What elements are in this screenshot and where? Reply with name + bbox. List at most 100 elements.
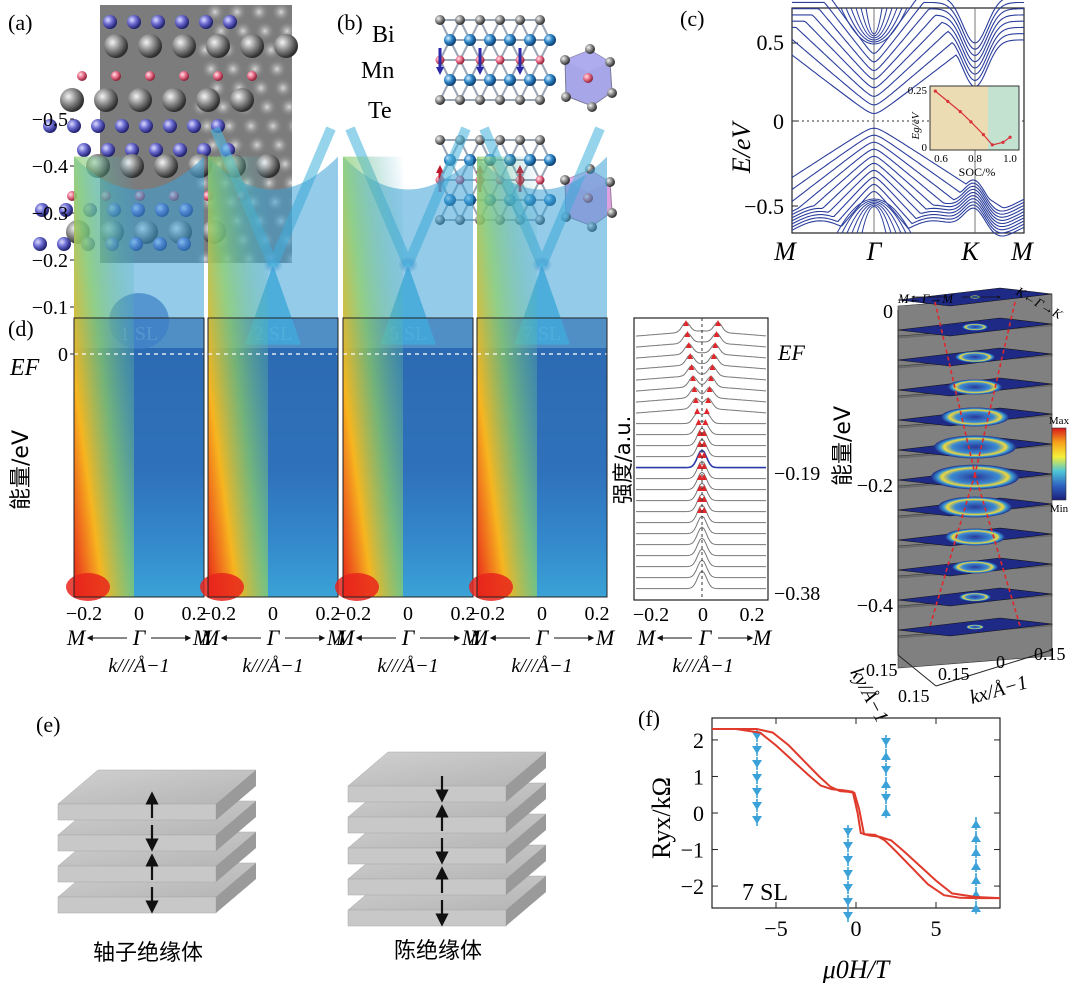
panel-f-label: (f) — [638, 706, 660, 731]
bi-atom — [230, 88, 254, 112]
band-line — [792, 8, 1024, 72]
mn-atom — [77, 71, 87, 81]
edc-curve — [636, 449, 766, 469]
te-atom — [475, 15, 485, 25]
kpath-label: M — [461, 625, 482, 650]
mn-atom — [455, 55, 465, 65]
edc-curve — [635, 354, 767, 370]
inset-gap-point — [958, 110, 962, 114]
te-atom — [103, 15, 117, 29]
hall-curves — [712, 728, 1000, 900]
dispersion-guide — [934, 301, 976, 475]
stm-bump — [269, 135, 289, 155]
slab-side — [216, 801, 256, 851]
arpes-xtick: 0 — [134, 603, 144, 625]
panel-e: (e) 轴子绝缘体 陈绝缘体 — [36, 712, 547, 966]
arpes-xlabel: k///Å−1 — [511, 655, 572, 677]
te-atom — [435, 95, 445, 105]
peak-marker — [706, 386, 713, 392]
bi-atom — [240, 34, 264, 58]
inset-xtick: 0.8 — [968, 153, 982, 165]
edc-curve — [636, 460, 766, 480]
te-atom — [199, 15, 213, 29]
kpath-label: M — [636, 625, 657, 650]
inset-region-left — [930, 86, 988, 150]
inset-ytick: 0 — [922, 142, 928, 154]
edc-curve — [636, 504, 766, 524]
te-atom — [35, 203, 49, 217]
band-structure-lines — [791, 0, 1025, 237]
te-atom — [43, 119, 57, 133]
mn-atom — [535, 55, 545, 65]
arpes-ytick: −0.5 — [32, 109, 68, 131]
inset-gap-point — [1008, 135, 1012, 139]
stm-bump — [263, 116, 283, 136]
te-atom — [139, 119, 153, 133]
bi-atom — [544, 154, 556, 166]
constant-energy-ring — [966, 624, 984, 630]
kpath-label: Γ — [535, 625, 550, 650]
te-atom — [475, 95, 485, 105]
intensity-hotspot — [208, 156, 268, 597]
bi-atom — [484, 74, 496, 86]
spin-arrowhead — [476, 67, 484, 75]
te-atom — [59, 203, 73, 217]
intensity-hotspot — [343, 156, 403, 597]
slab-side — [216, 863, 256, 913]
te-atom — [223, 15, 237, 29]
axion-insulator-caption: 轴子绝缘体 — [93, 941, 203, 966]
hall-ytick: 0 — [693, 801, 704, 826]
spin-arrowhead — [436, 67, 444, 75]
arpes-frame — [207, 317, 339, 598]
arpes-ytick: −0.2 — [32, 250, 68, 272]
edc-curve — [636, 537, 766, 557]
intensity-max — [200, 573, 244, 601]
stm-bump — [393, 40, 413, 60]
arpes-frame — [342, 317, 474, 598]
kx-axis — [935, 649, 1053, 687]
crystal-structure-top — [435, 15, 556, 105]
band-ytick: −0.5 — [744, 194, 784, 219]
bi-atom — [504, 34, 516, 46]
stm-bump — [219, 116, 239, 136]
slab-front — [347, 816, 507, 834]
band-line — [861, 206, 887, 234]
edc-curve — [636, 482, 766, 502]
panel-d: (d) EF 能量/eV 0−0.1−0.2−0.3−0.4−0.5 1 SL−… — [8, 109, 1070, 726]
peak-marker — [691, 386, 698, 392]
stm-bump — [223, 59, 243, 79]
te-atom — [57, 237, 71, 251]
te-atom — [149, 143, 163, 157]
band-line — [791, 176, 1025, 231]
te-atom — [197, 143, 211, 157]
slab-side — [506, 845, 546, 895]
band-line — [791, 148, 1025, 218]
band-line — [840, 7, 908, 45]
bi-atom — [464, 74, 476, 86]
band-ylabel: E/eV — [727, 120, 756, 175]
peak-marker — [695, 419, 702, 425]
bi-atom — [94, 88, 118, 112]
mn-atom — [535, 175, 545, 185]
bi-atom — [206, 34, 230, 58]
dispersion-guide — [929, 473, 976, 627]
slab-side — [506, 814, 546, 864]
slab-front — [57, 896, 217, 914]
inset-gap-point — [1001, 140, 1005, 144]
arpes-ytick: −0.4 — [32, 156, 68, 178]
te-atom — [163, 119, 177, 133]
te-atom — [127, 15, 141, 29]
te-atom — [515, 15, 525, 25]
slab-side — [506, 783, 546, 833]
mn-atom — [213, 71, 223, 81]
slab-side — [216, 770, 256, 820]
band-line — [791, 127, 1025, 209]
te-atom — [495, 95, 505, 105]
panel-c-label: (c) — [680, 6, 704, 31]
constant-energy-slices — [897, 287, 1053, 669]
kx-label: kx/Å−1 — [967, 671, 1030, 708]
spin-arrowhead — [516, 67, 524, 75]
hall-xtick: 5 — [931, 916, 942, 941]
